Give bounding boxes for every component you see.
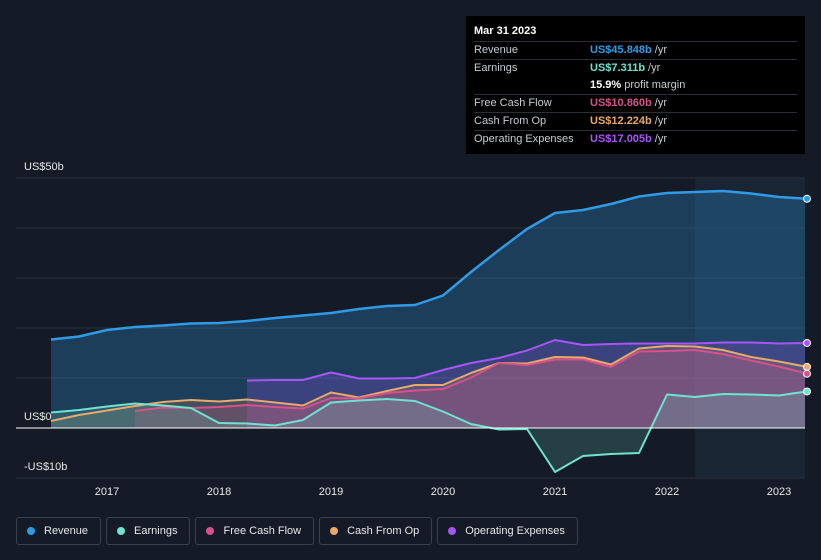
tooltip-date: Mar 31 2023: [474, 25, 537, 37]
chart: US$50b US$0 -US$10b 2017 2018 2019 2020 2021…: [16, 161, 811, 498]
tooltip-row: 15.9% profit margin: [474, 77, 797, 94]
series-lines: [50, 189, 808, 473]
legend-item-earnings[interactable]: Earnings: [106, 517, 191, 545]
legend: Revenue Earnings Free Cash Flow Cash From O…: [16, 517, 578, 545]
tooltip-row-unit: /yr: [654, 97, 667, 109]
legend-item-free-cash-flow[interactable]: Free Cash Flow: [195, 517, 315, 545]
tooltip-row: Cash From Op US$12.224b/yr: [474, 112, 797, 130]
tooltip-row-label: [474, 77, 590, 94]
legend-item-operating-expenses[interactable]: Operating Expenses: [437, 517, 578, 545]
earnings-endpoint: [803, 387, 811, 396]
revenue-line: [50, 189, 808, 341]
tooltip-row-value: US$12.224b: [590, 115, 652, 127]
free-cash-flow-line: [134, 349, 808, 412]
earnings-line: [50, 390, 808, 473]
tooltip-row-value: US$10.860b: [590, 97, 652, 109]
x-tick-label: 2023: [767, 486, 791, 498]
x-axis-ticks: 2017 2018 2019 2020 2021 2022 2023: [95, 486, 791, 498]
x-tick-label: 2019: [319, 486, 343, 498]
legend-label: Cash From Op: [347, 525, 420, 537]
tooltip-row-label: Revenue: [474, 44, 519, 56]
cash-from-op-line: [50, 345, 808, 422]
tooltip-row-label: Operating Expenses: [474, 133, 574, 145]
gridlines: [16, 177, 805, 479]
tooltip-row: Operating Expenses US$17.005b/yr: [474, 130, 797, 148]
tooltip-row-value: US$7.311b: [590, 62, 646, 74]
legend-item-revenue[interactable]: Revenue: [16, 517, 102, 545]
legend-dot-icon: [448, 527, 457, 535]
legend-dot-icon: [330, 527, 339, 535]
legend-label: Earnings: [134, 525, 178, 537]
legend-dot-icon: [27, 527, 35, 535]
earnings-area: [51, 391, 805, 472]
free-cash-flow-endpoint: [803, 369, 811, 378]
legend-label: Free Cash Flow: [223, 525, 302, 537]
y-axis-bottom-label: -US$10b: [24, 461, 67, 473]
tooltip-row-label: Free Cash Flow: [474, 97, 552, 109]
x-tick-label: 2018: [207, 486, 231, 498]
x-tick-label: 2020: [431, 486, 455, 498]
tooltip-row-unit: /yr: [654, 44, 667, 56]
tooltip-row-unit: profit margin: [624, 79, 686, 91]
operating-expenses-area: [247, 340, 805, 428]
tooltip-row-label: Earnings: [474, 62, 518, 74]
tooltip-row-value: US$45.848b: [590, 44, 652, 56]
legend-item-cash-from-op[interactable]: Cash From Op: [319, 517, 433, 545]
legend-dot-icon: [206, 527, 215, 535]
legend-dot-icon: [117, 527, 126, 535]
tooltip-row: Revenue US$45.848b/yr: [474, 41, 797, 59]
tooltip-row-value: 15.9%: [590, 79, 622, 91]
revenue-area: [51, 191, 805, 428]
tooltip: Mar 31 2023 Revenue US$45.848b/yr Earnings…: [466, 16, 805, 154]
legend-label: Operating Expenses: [465, 525, 565, 537]
tooltip-row-label: Cash From Op: [474, 115, 547, 127]
revenue-endpoint: [803, 194, 811, 203]
tooltip-row-unit: /yr: [654, 115, 667, 127]
tooltip-row-unit: /yr: [654, 133, 667, 145]
x-tick-label: 2021: [543, 486, 567, 498]
tooltip-rows: Revenue US$45.848b/yr Earnings US$7.311b/yr…: [474, 41, 797, 148]
x-tick-label: 2017: [95, 486, 119, 498]
tooltip-row-unit: /yr: [648, 62, 661, 74]
operating-expenses-endpoint: [803, 338, 811, 347]
legend-label: Revenue: [44, 525, 89, 537]
tooltip-row-value: US$17.005b: [590, 133, 652, 145]
series-endpoints: [803, 194, 811, 396]
cash-from-op-area: [51, 346, 805, 428]
tooltip-row: Earnings US$7.311b/yr: [474, 59, 797, 77]
operating-expenses-line: [246, 339, 808, 382]
series-areas: [51, 191, 805, 472]
cash-from-op-endpoint: [803, 362, 811, 371]
y-axis-top-label: US$50b: [24, 161, 64, 173]
y-axis-zero-label: US$0: [24, 411, 52, 423]
x-tick-label: 2022: [655, 486, 679, 498]
tooltip-row: Free Cash Flow US$10.860b/yr: [474, 94, 797, 112]
